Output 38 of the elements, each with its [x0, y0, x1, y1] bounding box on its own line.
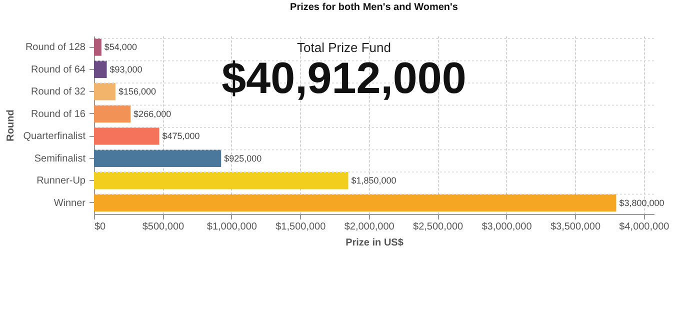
data-label: $1,850,000 — [351, 176, 396, 186]
bar — [94, 150, 222, 168]
x-tick-label: $500,000 — [142, 222, 184, 232]
x-tick-label: $1,000,000 — [206, 222, 258, 232]
x-tick-label: $3,500,000 — [550, 222, 601, 232]
x-tick-label: $4,000,000 — [619, 222, 670, 232]
y-tick-label: Runner-Up — [36, 176, 86, 187]
y-tick-label: Round of 32 — [31, 86, 86, 98]
data-label: $54,000 — [104, 42, 137, 52]
x-tick-label: $0 — [94, 222, 106, 232]
data-label: $475,000 — [162, 131, 200, 142]
chart-title: Prizes for both Men's and Women's — [290, 2, 458, 13]
bar — [94, 127, 160, 145]
data-label: $156,000 — [118, 86, 156, 97]
x-axis-title: Prize in US$ — [346, 238, 404, 248]
y-tick-label: Round of 128 — [25, 42, 86, 54]
y-tick-label: Round of 16 — [31, 108, 86, 120]
y-tick-label: Quarterfinalist — [23, 131, 86, 142]
y-tick-label: Winner — [54, 198, 86, 209]
bar — [94, 60, 107, 78]
annotation: $40,912,000 — [222, 54, 466, 103]
bar — [94, 82, 116, 100]
y-axis-title: Round — [5, 110, 16, 142]
bar — [94, 194, 616, 212]
y-tick-label: Round of 64 — [31, 64, 86, 76]
x-tick-label: $1,500,000 — [276, 222, 326, 232]
annotation: Total Prize Fund — [297, 40, 391, 55]
bar — [94, 105, 131, 123]
bar — [94, 38, 102, 56]
data-label: $925,000 — [224, 153, 262, 164]
x-tick-label: $2,000,000 — [344, 222, 395, 232]
bar — [94, 172, 348, 190]
y-tick-label: Semifinalist — [34, 153, 86, 164]
data-label: $266,000 — [134, 108, 172, 119]
x-tick-label: $2,500,000 — [413, 222, 464, 232]
data-label: $93,000 — [110, 64, 142, 74]
data-label: $3,800,000 — [619, 198, 664, 208]
x-tick-label: $3,000,000 — [482, 222, 532, 232]
